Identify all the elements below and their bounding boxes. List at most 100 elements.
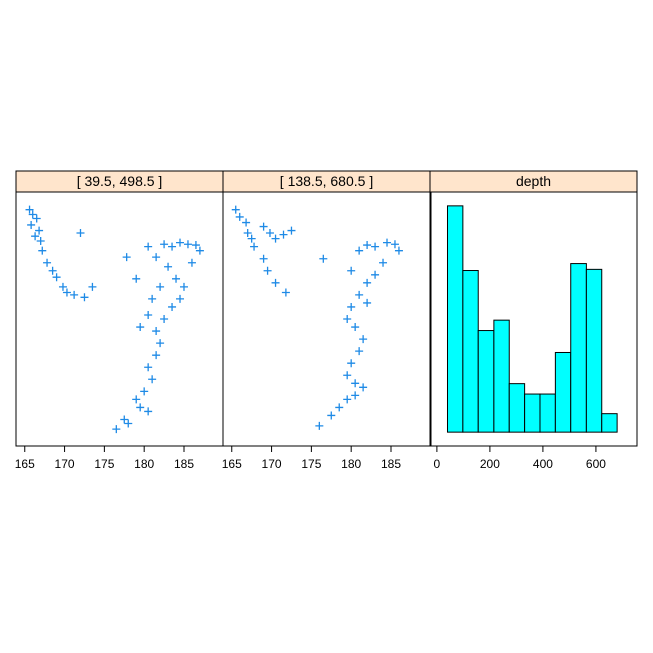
point [32,214,41,223]
point [247,234,256,243]
point [176,294,185,303]
point [124,419,133,428]
x-tick-label: 170 [55,457,75,471]
bar [446,205,464,433]
point [148,375,157,384]
point [191,241,200,250]
point [379,258,388,267]
point [25,205,34,214]
point [351,379,360,388]
point [351,391,360,400]
point [62,288,71,297]
point [371,270,380,279]
x-tick-label: 0 [434,457,441,471]
point [263,266,272,275]
point [28,210,37,219]
point [48,266,57,275]
point [36,237,45,246]
point [235,212,244,221]
point [343,395,352,404]
point [168,302,177,311]
point [351,323,360,332]
point [80,293,89,302]
bar [462,270,479,433]
panel [15,191,224,447]
point [31,232,40,241]
point [195,246,204,255]
point [187,258,196,267]
point [152,327,161,336]
point [52,273,61,282]
point [327,411,336,420]
point [168,242,177,251]
point [390,240,399,249]
point [281,288,290,297]
bar [601,413,618,433]
point [70,290,79,299]
point [231,205,240,214]
bar [585,268,603,433]
point [265,228,274,237]
point [152,253,161,262]
point [243,228,252,237]
point [164,262,173,271]
point [347,359,356,368]
point [363,241,372,250]
point [172,274,181,283]
point [363,298,372,307]
point [132,274,141,283]
point [27,220,36,229]
point [140,387,149,396]
point [144,242,153,251]
bar [493,319,510,433]
point [319,254,328,263]
x-tick-label: 600 [586,457,606,471]
point [43,258,52,267]
point [363,278,372,287]
point [136,403,145,412]
point [343,315,352,323]
point [271,278,280,287]
point [359,335,368,344]
point [250,242,259,251]
point [347,302,356,311]
point [144,407,153,416]
point [148,294,157,303]
point [160,240,169,249]
strip-label: [ 39.5, 498.5 ] [77,173,163,189]
point [176,238,185,247]
point [58,282,67,291]
point [259,222,268,231]
bar [539,393,556,433]
point [88,282,97,291]
point [156,282,165,291]
point [183,240,192,249]
point [355,347,364,356]
point [287,226,296,235]
point [242,218,251,227]
point [355,246,364,255]
point [120,415,129,424]
point [347,266,356,275]
point [136,323,145,332]
point [259,254,268,263]
x-tick-label: 165 [15,457,35,471]
x-tick-label: 175 [94,457,114,471]
strip-label: [ 138.5, 680.5 ] [280,173,373,189]
point [394,246,403,255]
x-tick-label: 165 [222,457,242,471]
point [144,310,153,319]
point [156,339,165,348]
x-tick-label: 200 [480,457,500,471]
x-tick-label: 180 [341,457,361,471]
point [76,228,85,237]
bar [570,263,587,433]
point [271,234,280,243]
point [371,242,380,251]
point [122,253,131,262]
point [152,351,161,360]
point [160,315,169,323]
panel [222,191,431,447]
strip-label: depth [516,173,551,189]
